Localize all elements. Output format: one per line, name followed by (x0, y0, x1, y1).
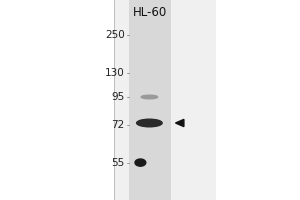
Text: 130: 130 (105, 68, 124, 78)
Text: HL-60: HL-60 (133, 6, 167, 20)
Text: 250: 250 (105, 30, 124, 40)
Bar (114, 0, 216, 200)
Text: 72: 72 (111, 120, 124, 130)
Polygon shape (176, 119, 184, 127)
Bar (129, 0, 171, 200)
Ellipse shape (141, 95, 158, 99)
Text: 55: 55 (111, 158, 124, 168)
Circle shape (135, 159, 146, 166)
Text: 95: 95 (111, 92, 124, 102)
Ellipse shape (137, 119, 162, 127)
